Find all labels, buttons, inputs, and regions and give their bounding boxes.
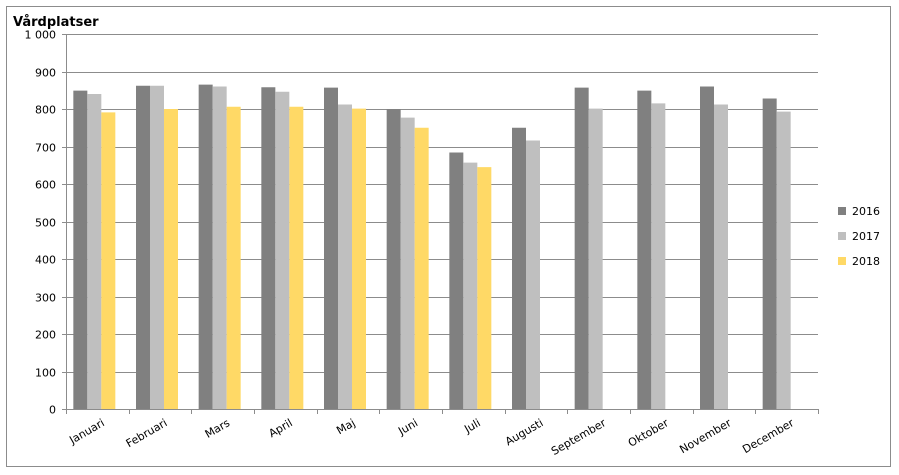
bar-2017-april bbox=[275, 91, 290, 409]
bar-2018-februari bbox=[164, 109, 178, 409]
bar-2016-maj bbox=[324, 87, 338, 409]
legend-swatch-2018 bbox=[838, 257, 846, 265]
bar-2017-november bbox=[714, 104, 728, 409]
y-tick-label: 300 bbox=[35, 292, 56, 305]
bar-2017-februari bbox=[150, 85, 164, 409]
chart-title: Vårdplatser bbox=[13, 15, 99, 30]
x-tick-label: Mars bbox=[203, 416, 233, 441]
y-tick-label: 600 bbox=[35, 179, 56, 192]
x-tick-label: Februari bbox=[124, 416, 170, 450]
x-tick-label: December bbox=[740, 416, 796, 456]
bar-2017-december bbox=[776, 111, 791, 409]
y-tick-label: 900 bbox=[35, 67, 56, 80]
y-tick-label: 500 bbox=[35, 217, 56, 230]
bar-2017-oktober bbox=[651, 103, 666, 409]
x-axis-ticks: Januari Februari Mars April Maj Juni Juli Augus… bbox=[66, 416, 796, 458]
bars bbox=[73, 84, 791, 409]
bar-2017-augusti bbox=[526, 140, 540, 409]
y-tick-label: 800 bbox=[35, 104, 56, 117]
x-tick-label: Juli bbox=[461, 416, 483, 436]
x-tick-label: April bbox=[267, 416, 295, 440]
bar-2016-oktober bbox=[637, 90, 652, 409]
bar-2018-mars bbox=[226, 106, 241, 409]
bar-2018-januari bbox=[101, 112, 116, 409]
legend-label-2018: 2018 bbox=[852, 255, 880, 268]
axes bbox=[62, 34, 819, 414]
bar-2017-januari bbox=[87, 94, 102, 409]
x-tick-label: Oktober bbox=[626, 416, 671, 450]
bar-2016-november bbox=[700, 86, 714, 409]
y-tick-label: 200 bbox=[35, 329, 56, 342]
legend-swatch-2016 bbox=[838, 207, 846, 215]
bar-2017-september bbox=[588, 108, 603, 409]
bar-2018-juli bbox=[477, 167, 492, 409]
bar-2017-maj bbox=[338, 104, 352, 409]
bar-2016-april bbox=[261, 87, 276, 409]
x-tick-label: Juni bbox=[395, 416, 420, 438]
x-tick-label: Januari bbox=[66, 416, 106, 447]
bar-2016-juli bbox=[449, 152, 464, 409]
bar-2017-juli bbox=[463, 162, 478, 409]
bar-2017-mars bbox=[212, 86, 227, 409]
bar-2016-mars bbox=[198, 84, 213, 409]
x-tick-label: Augusti bbox=[503, 416, 545, 448]
x-tick-label: Maj bbox=[334, 416, 357, 437]
bar-2018-juni bbox=[414, 127, 429, 409]
y-axis-ticks: 0 100 200 300 400 500 600 700 800 900 1 000 bbox=[25, 29, 57, 417]
legend-label-2016: 2016 bbox=[852, 205, 880, 218]
bar-2016-januari bbox=[73, 90, 88, 409]
bar-2016-december bbox=[762, 98, 777, 409]
bar-2016-februari bbox=[136, 85, 150, 409]
x-tick-label: September bbox=[549, 416, 609, 458]
x-tick-label: November bbox=[677, 416, 733, 456]
bar-2018-maj bbox=[352, 108, 366, 409]
legend: 2016 2017 2018 bbox=[838, 205, 880, 268]
y-tick-label: 0 bbox=[49, 404, 56, 417]
y-tick-label: 400 bbox=[35, 254, 56, 267]
gridlines bbox=[66, 34, 818, 373]
legend-swatch-2017 bbox=[838, 232, 846, 240]
bar-2017-juni bbox=[400, 117, 415, 409]
bar-2016-augusti bbox=[512, 127, 526, 409]
bar-2016-september bbox=[574, 87, 589, 409]
y-tick-label: 100 bbox=[35, 367, 56, 380]
legend-label-2017: 2017 bbox=[852, 230, 880, 243]
bar-2018-april bbox=[289, 106, 304, 409]
bar-2016-juni bbox=[386, 109, 401, 409]
y-tick-label: 1 000 bbox=[25, 29, 57, 42]
y-tick-label: 700 bbox=[35, 142, 56, 155]
